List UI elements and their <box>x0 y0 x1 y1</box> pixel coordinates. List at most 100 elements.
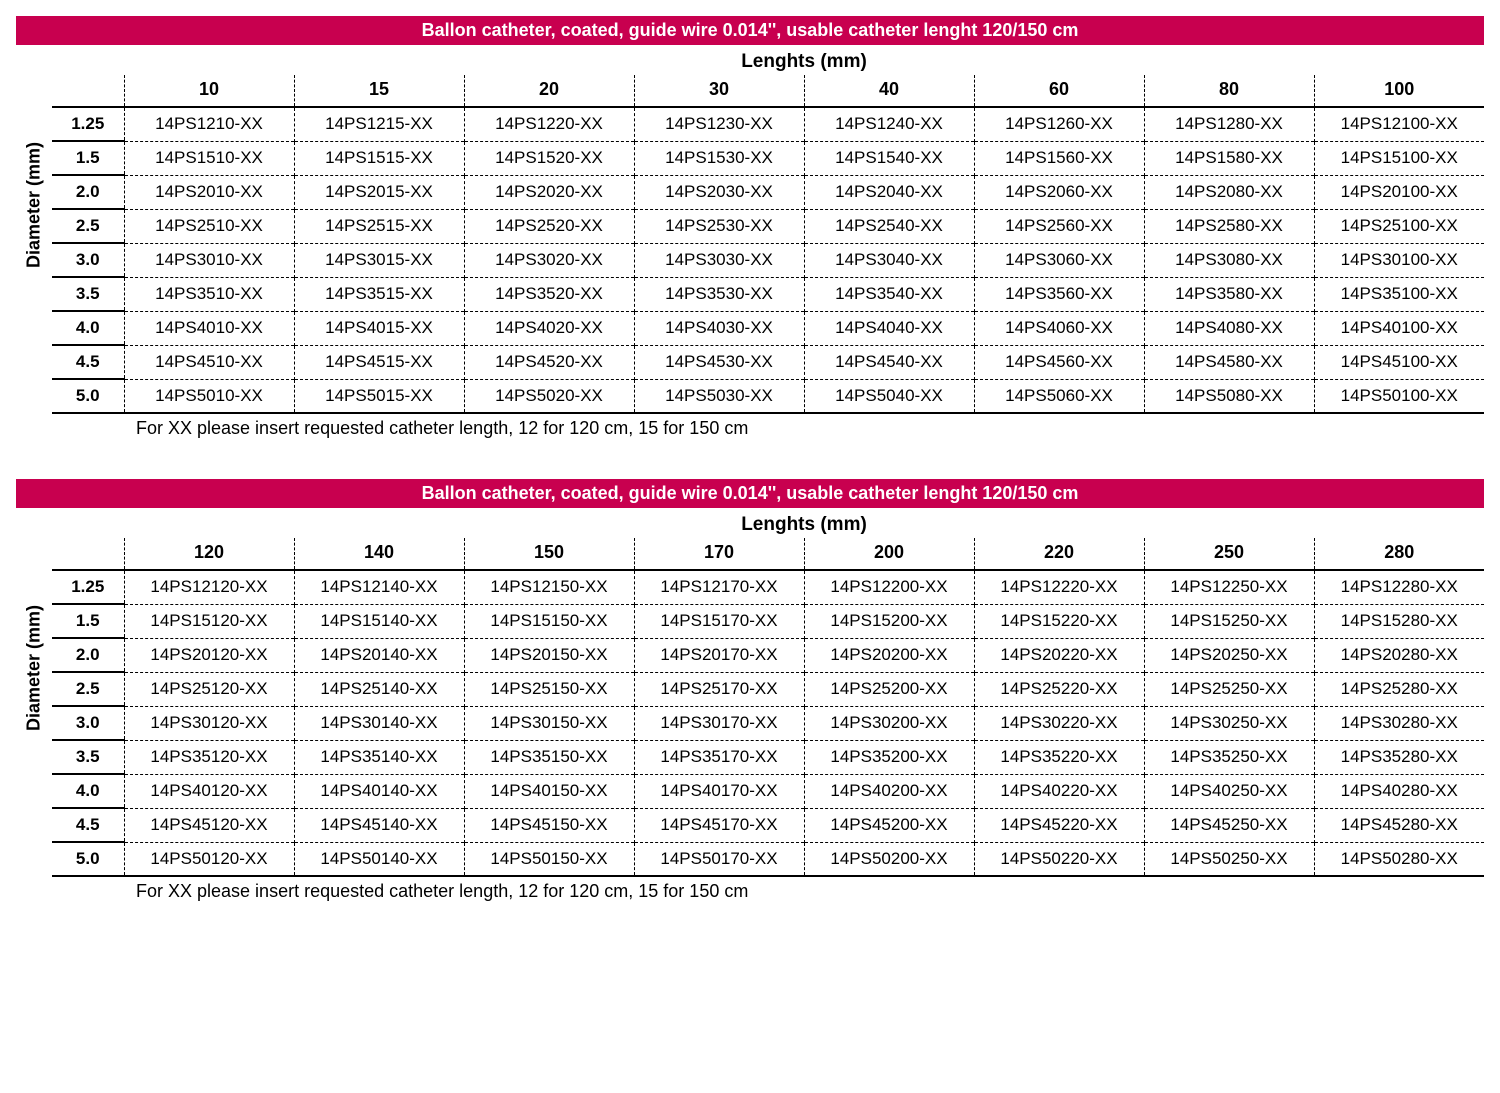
product-code-cell: 14PS2520-XX <box>464 209 634 243</box>
product-code-cell: 14PS3080-XX <box>1144 243 1314 277</box>
product-code-cell: 14PS25120-XX <box>124 672 294 706</box>
product-code-cell: 14PS5030-XX <box>634 379 804 413</box>
product-code-cell: 14PS50150-XX <box>464 842 634 876</box>
product-code-cell: 14PS25100-XX <box>1314 209 1484 243</box>
y-axis-label: Diameter (mm) <box>16 508 52 877</box>
product-code-cell: 14PS45150-XX <box>464 808 634 842</box>
table-row: 1.2514PS1210-XX14PS1215-XX14PS1220-XX14P… <box>52 107 1484 141</box>
product-code-cell: 14PS5060-XX <box>974 379 1144 413</box>
product-code-cell: 14PS35170-XX <box>634 740 804 774</box>
product-code-cell: 14PS5015-XX <box>294 379 464 413</box>
product-table-block: Ballon catheter, coated, guide wire 0.01… <box>16 16 1484 439</box>
product-code-cell: 14PS3010-XX <box>124 243 294 277</box>
product-code-cell: 14PS5040-XX <box>804 379 974 413</box>
row-header: 2.5 <box>52 672 124 706</box>
product-code-cell: 14PS4580-XX <box>1144 345 1314 379</box>
product-code-cell: 14PS35140-XX <box>294 740 464 774</box>
product-code-cell: 14PS20120-XX <box>124 638 294 672</box>
product-code-cell: 14PS15200-XX <box>804 604 974 638</box>
table-row: 4.514PS4510-XX14PS4515-XX14PS4520-XX14PS… <box>52 345 1484 379</box>
product-code-cell: 14PS4515-XX <box>294 345 464 379</box>
product-code-cell: 14PS2060-XX <box>974 175 1144 209</box>
table-row: 1.514PS1510-XX14PS1515-XX14PS1520-XX14PS… <box>52 141 1484 175</box>
row-header: 5.0 <box>52 379 124 413</box>
product-code-cell: 14PS4010-XX <box>124 311 294 345</box>
product-code-cell: 14PS40140-XX <box>294 774 464 808</box>
row-header: 2.0 <box>52 638 124 672</box>
product-code-cell: 14PS40280-XX <box>1314 774 1484 808</box>
product-code-cell: 14PS5010-XX <box>124 379 294 413</box>
product-code-cell: 14PS12220-XX <box>974 570 1144 604</box>
table-row: 3.514PS3510-XX14PS3515-XX14PS3520-XX14PS… <box>52 277 1484 311</box>
product-code-cell: 14PS35150-XX <box>464 740 634 774</box>
product-code-cell: 14PS2540-XX <box>804 209 974 243</box>
product-code-cell: 14PS30170-XX <box>634 706 804 740</box>
product-code-cell: 14PS45250-XX <box>1144 808 1314 842</box>
product-code-cell: 14PS2580-XX <box>1144 209 1314 243</box>
product-code-cell: 14PS12120-XX <box>124 570 294 604</box>
product-code-cell: 14PS1510-XX <box>124 141 294 175</box>
product-code-table: 101520304060801001.2514PS1210-XX14PS1215… <box>52 75 1484 414</box>
product-code-cell: 14PS1515-XX <box>294 141 464 175</box>
row-header: 3.0 <box>52 706 124 740</box>
table-row: 2.514PS2510-XX14PS2515-XX14PS2520-XX14PS… <box>52 209 1484 243</box>
product-code-cell: 14PS50100-XX <box>1314 379 1484 413</box>
product-code-cell: 14PS3540-XX <box>804 277 974 311</box>
column-header: 170 <box>634 538 804 570</box>
product-code-cell: 14PS12250-XX <box>1144 570 1314 604</box>
product-code-cell: 14PS25250-XX <box>1144 672 1314 706</box>
product-code-cell: 14PS1215-XX <box>294 107 464 141</box>
table-footnote: For XX please insert requested catheter … <box>16 877 1484 902</box>
product-code-cell: 14PS4540-XX <box>804 345 974 379</box>
table-banner: Ballon catheter, coated, guide wire 0.01… <box>16 16 1484 45</box>
product-code-cell: 14PS30150-XX <box>464 706 634 740</box>
product-code-cell: 14PS4060-XX <box>974 311 1144 345</box>
product-code-cell: 14PS45200-XX <box>804 808 974 842</box>
row-header: 4.0 <box>52 311 124 345</box>
product-code-cell: 14PS35120-XX <box>124 740 294 774</box>
product-code-cell: 14PS40100-XX <box>1314 311 1484 345</box>
product-code-cell: 14PS4020-XX <box>464 311 634 345</box>
columns-super-header: Lenghts (mm) <box>52 45 1484 75</box>
product-code-cell: 14PS12150-XX <box>464 570 634 604</box>
product-code-cell: 14PS25150-XX <box>464 672 634 706</box>
product-code-cell: 14PS45140-XX <box>294 808 464 842</box>
row-header: 4.5 <box>52 808 124 842</box>
column-header: 15 <box>294 75 464 107</box>
product-code-cell: 14PS35220-XX <box>974 740 1144 774</box>
row-header: 2.5 <box>52 209 124 243</box>
product-code-cell: 14PS4015-XX <box>294 311 464 345</box>
product-code-cell: 14PS3520-XX <box>464 277 634 311</box>
product-code-cell: 14PS1520-XX <box>464 141 634 175</box>
product-code-cell: 14PS4560-XX <box>974 345 1144 379</box>
product-code-cell: 14PS5020-XX <box>464 379 634 413</box>
product-code-cell: 14PS40200-XX <box>804 774 974 808</box>
product-code-cell: 14PS30140-XX <box>294 706 464 740</box>
table-grid: Lenghts (mm)1201401501702002202502801.25… <box>52 508 1484 877</box>
product-code-cell: 14PS1260-XX <box>974 107 1144 141</box>
product-code-cell: 14PS12140-XX <box>294 570 464 604</box>
product-code-cell: 14PS30200-XX <box>804 706 974 740</box>
product-code-cell: 14PS2510-XX <box>124 209 294 243</box>
product-code-cell: 14PS12170-XX <box>634 570 804 604</box>
row-header: 4.0 <box>52 774 124 808</box>
row-header: 2.0 <box>52 175 124 209</box>
product-code-cell: 14PS50170-XX <box>634 842 804 876</box>
product-code-cell: 14PS4080-XX <box>1144 311 1314 345</box>
product-code-cell: 14PS50220-XX <box>974 842 1144 876</box>
product-code-cell: 14PS3030-XX <box>634 243 804 277</box>
stub-header <box>52 538 124 570</box>
row-header: 5.0 <box>52 842 124 876</box>
column-header: 280 <box>1314 538 1484 570</box>
table-row: 4.014PS4010-XX14PS4015-XX14PS4020-XX 14PS… <box>52 311 1484 345</box>
product-code-cell: 14PS2040-XX <box>804 175 974 209</box>
product-code-cell: 14PS25280-XX <box>1314 672 1484 706</box>
product-code-cell: 14PS12100-XX <box>1314 107 1484 141</box>
product-code-cell: 14PS15170-XX <box>634 604 804 638</box>
product-code-cell: 14PS45170-XX <box>634 808 804 842</box>
product-code-cell: 14PS45220-XX <box>974 808 1144 842</box>
column-header: 200 <box>804 538 974 570</box>
column-header: 220 <box>974 538 1144 570</box>
table-row: 3.014PS3010-XX14PS3015-XX14PS3020-XX14PS… <box>52 243 1484 277</box>
product-code-cell: 14PS45120-XX <box>124 808 294 842</box>
